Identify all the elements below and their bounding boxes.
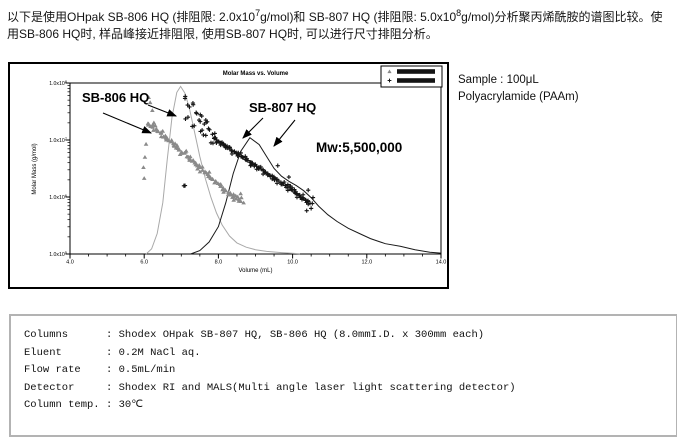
condition-label: Flow rate — [24, 364, 81, 376]
x-tick-label: 12.0 — [361, 260, 372, 266]
annotation-arrows — [102, 104, 296, 147]
legend-box — [380, 65, 443, 88]
intro-text-1: 以下是使用OHpak SB-806 HQ (排阻限: 2.0x10 — [7, 10, 256, 24]
y-tick-label: 1.0x107 — [49, 136, 68, 144]
annotation-sb-806-hq: SB-806 HQ — [82, 90, 149, 105]
condition-row-flow-rate: Flow rate: 0.5mL/min — [24, 362, 676, 380]
legend-cross-marker — [387, 78, 392, 83]
legend-triangle-marker — [387, 69, 392, 74]
intro-superscript-7: 7 — [255, 8, 261, 18]
y-axis-label: Molar Mass (g/mol) — [32, 143, 38, 194]
condition-colon: : — [106, 364, 119, 376]
chart-title: Molar Mass vs. Volume — [223, 71, 289, 77]
y-tick-label: 1.0x108 — [49, 79, 68, 87]
sample-name-line: Polyacrylamide (PAAm) — [458, 91, 579, 103]
condition-value: 0.5mL/min — [118, 364, 176, 376]
condition-row-detector: Detector: Shodex RI and MALS(Multi angle… — [24, 380, 676, 398]
sample-info: Sample : 100μL Polyacrylamide (PAAm) — [458, 72, 579, 106]
series-scatter-sb807 — [181, 94, 316, 213]
series-scatter-sb806 — [141, 95, 246, 205]
intro-text-3: g/mol)分析聚丙烯酰胺的谱图比较。使用SB-806 HQ时, 样品峰接近排阻… — [7, 10, 663, 41]
x-axis-label: Volume (mL) — [238, 268, 272, 274]
x-tick-label: 10.0 — [287, 260, 298, 266]
sample-volume-line: Sample : 100μL — [458, 74, 539, 86]
condition-colon: : — [106, 329, 119, 341]
chromatogram-figure: Molar Mass vs. Volume Volume (mL) Molar Ma… — [8, 62, 449, 289]
legend-label-bar — [397, 69, 435, 74]
condition-label: Column temp. — [24, 399, 100, 411]
annotation-sb-807-hq: SB-807 HQ — [249, 100, 316, 115]
condition-value: 30℃ — [118, 399, 144, 411]
y-tick-label: 1.0x106 — [49, 193, 68, 201]
series-line-sb806 — [145, 85, 301, 255]
condition-colon: : — [106, 381, 119, 394]
conditions-box: Columns: Shodex OHpak SB-807 HQ, SB-806 … — [9, 314, 677, 437]
annotation-mw-value: Mw:5,500,000 — [316, 140, 402, 155]
legend-label-bar — [397, 78, 435, 83]
condition-label: Columns — [24, 329, 69, 341]
x-tick-label: 4.0 — [66, 260, 74, 266]
intro-paragraph: 以下是使用OHpak SB-806 HQ (排阻限: 2.0x107g/mol)… — [7, 5, 671, 43]
intro-superscript-8: 8 — [456, 8, 462, 18]
condition-row-column-temp: Column temp.: 30℃ — [24, 397, 676, 415]
condition-row-eluent: Eluent: 0.2M NaCl aq. — [24, 345, 676, 363]
x-tick-label: 14.0 — [436, 260, 447, 266]
condition-row-columns: Columns: Shodex OHpak SB-807 HQ, SB-806 … — [24, 327, 676, 345]
chart-legend — [380, 65, 443, 88]
intro-text-2: g/mol)和 SB-807 HQ (排阻限: 5.0x10 — [260, 10, 457, 24]
condition-label: Eluent — [24, 346, 62, 359]
x-tick-label: 6.0 — [140, 260, 148, 266]
condition-colon: : — [106, 346, 119, 359]
condition-value: Shodex RI and MALS(Multi angle laser lig… — [118, 381, 516, 394]
y-axis-ticks: 1.0x108 1.0x107 1.0x106 1.0x105 — [49, 79, 70, 258]
condition-label: Detector — [24, 381, 75, 394]
y-tick-label: 1.0x105 — [49, 250, 68, 258]
x-axis-ticks: 4.0 6.0 8.0 10.0 12.0 14.0 — [66, 254, 446, 266]
x-tick-label: 8.0 — [215, 260, 223, 266]
condition-value: Shodex OHpak SB-807 HQ, SB-806 HQ (8.0mm… — [118, 329, 485, 341]
chart-svg: Molar Mass vs. Volume Volume (mL) Molar Ma… — [32, 65, 446, 274]
condition-colon: : — [106, 399, 119, 411]
condition-value: 0.2M NaCl aq. — [118, 346, 201, 359]
